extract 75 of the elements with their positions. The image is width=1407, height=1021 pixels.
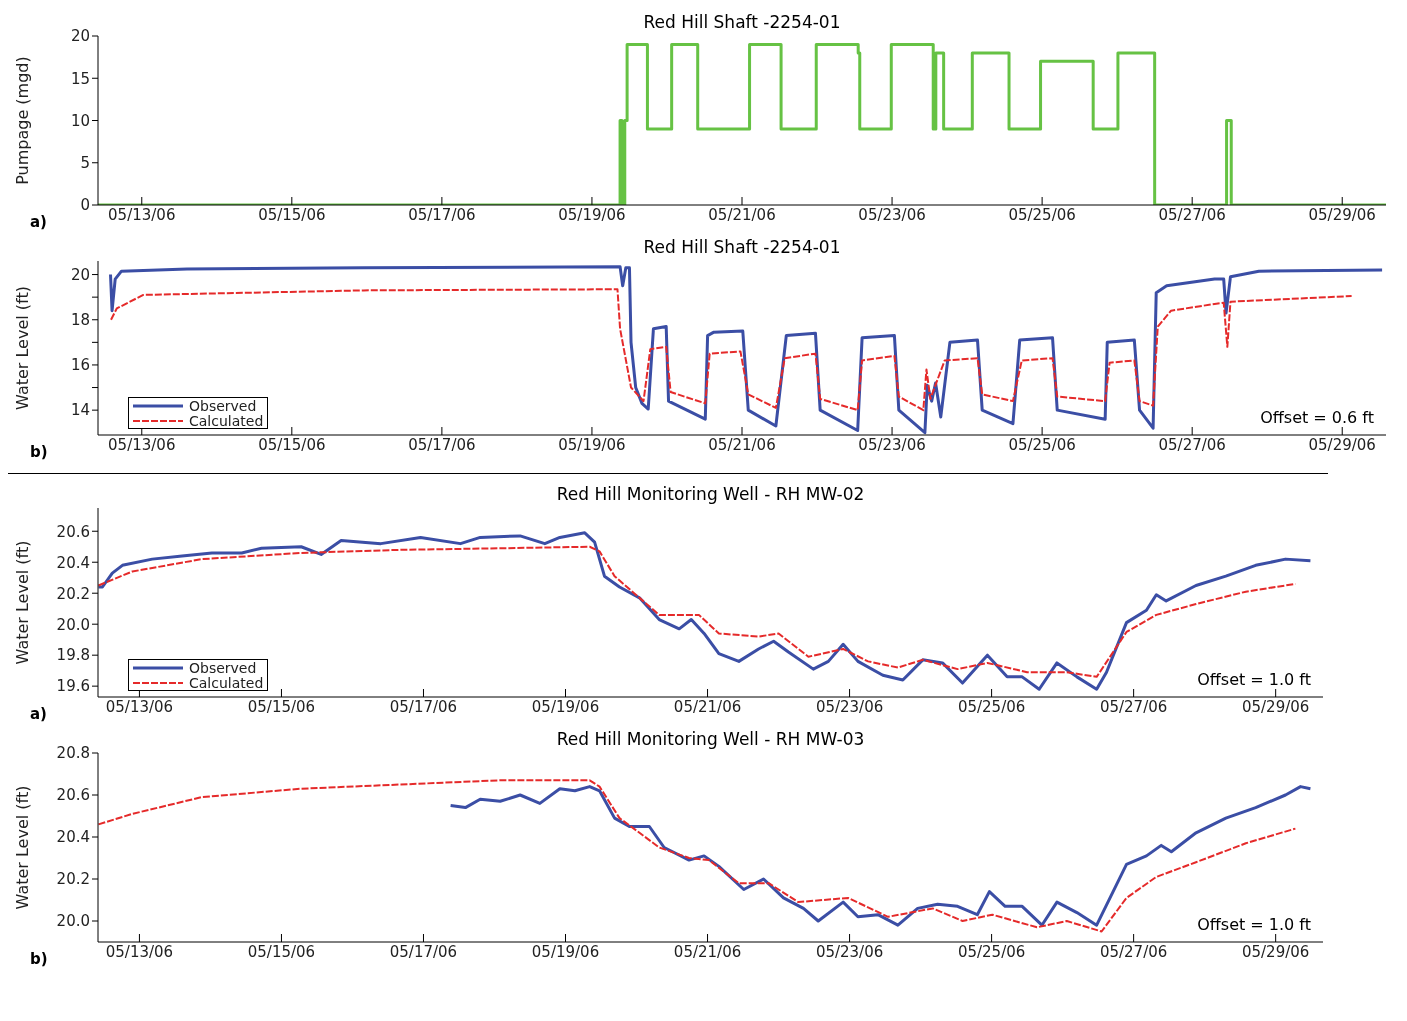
y-tick-label: 10 xyxy=(70,111,90,130)
y-tick-label: 20.4 xyxy=(56,553,90,572)
x-tick-label: 05/15/06 xyxy=(258,205,326,224)
x-tick-label: 05/25/06 xyxy=(957,942,1026,961)
x-tick-label: 05/29/06 xyxy=(1308,205,1376,224)
x-tick-label: 05/13/06 xyxy=(105,942,174,961)
y-tick-label: 15 xyxy=(70,69,90,88)
y-tick-label: 20.4 xyxy=(56,828,90,847)
x-tick-label: 05/15/06 xyxy=(258,435,326,454)
y-tick-label: 20 xyxy=(70,265,90,284)
annotation: Offset = 1.0 ft xyxy=(1197,915,1311,934)
annotation: Offset = 1.0 ft xyxy=(1197,670,1311,689)
text: a) xyxy=(30,705,47,723)
text: b) xyxy=(30,950,48,968)
x-tick-label: 05/21/06 xyxy=(708,435,776,454)
x-tick-label: 05/27/06 xyxy=(1099,697,1168,716)
x-tick-label: 05/23/06 xyxy=(815,697,884,716)
x-tick-label: 05/17/06 xyxy=(408,205,476,224)
y-tick-label: 20.0 xyxy=(56,912,90,931)
x-tick-label: 05/17/06 xyxy=(408,435,476,454)
y-tick-label: 19.8 xyxy=(56,646,90,665)
y-tick-label: 18 xyxy=(70,311,90,330)
y-axis-title: Water Level (ft) xyxy=(12,540,32,665)
annotation: Offset = 0.6 ft xyxy=(1260,408,1374,427)
y-tick-label: 20.6 xyxy=(56,786,90,805)
x-tick-label: 05/23/06 xyxy=(815,942,884,961)
text: b) xyxy=(30,443,48,461)
x-tick-label: 05/25/06 xyxy=(957,697,1026,716)
chart-title: Red Hill Monitoring Well - RH MW-03 xyxy=(555,729,866,749)
x-tick-label: 05/25/06 xyxy=(1008,435,1076,454)
y-axis-title: Water Level (ft) xyxy=(12,785,32,910)
text: a) xyxy=(30,213,47,231)
x-tick-label: 05/29/06 xyxy=(1241,942,1310,961)
x-tick-label: 05/19/06 xyxy=(558,205,626,224)
x-tick-label: 05/17/06 xyxy=(389,942,458,961)
legend-label: Calculated xyxy=(189,412,264,429)
y-tick-label: 20.6 xyxy=(56,522,90,541)
x-tick-label: 05/21/06 xyxy=(673,942,742,961)
x-tick-label: 05/21/06 xyxy=(708,205,776,224)
legend-label: Observed xyxy=(189,659,257,676)
chart-title: Red Hill Monitoring Well - RH MW-02 xyxy=(555,484,866,504)
x-tick-label: 05/21/06 xyxy=(673,697,742,716)
y-tick-label: 20.8 xyxy=(56,744,90,763)
x-tick-label: 05/15/06 xyxy=(247,697,316,716)
x-tick-label: 05/29/06 xyxy=(1308,435,1376,454)
y-axis-title: Pumpage (mgd) xyxy=(12,56,32,185)
x-tick-label: 05/29/06 xyxy=(1241,697,1310,716)
x-tick-label: 05/23/06 xyxy=(858,205,926,224)
legend-label: Calculated xyxy=(189,674,264,691)
x-tick-label: 05/13/06 xyxy=(105,697,174,716)
chart-title: Red Hill Shaft -2254-01 xyxy=(642,237,842,257)
x-tick-label: 05/27/06 xyxy=(1158,205,1226,224)
x-tick-label: 05/13/06 xyxy=(108,435,176,454)
x-tick-label: 05/13/06 xyxy=(108,205,176,224)
y-tick-label: 16 xyxy=(70,356,90,375)
y-tick-label: 0 xyxy=(80,196,90,215)
x-tick-label: 05/27/06 xyxy=(1158,435,1226,454)
x-tick-label: 05/23/06 xyxy=(858,435,926,454)
x-tick-label: 05/19/06 xyxy=(558,435,626,454)
y-tick-label: 20.0 xyxy=(56,615,90,634)
y-tick-label: 20.2 xyxy=(56,870,90,889)
y-tick-label: 20.2 xyxy=(56,584,90,603)
y-tick-label: 14 xyxy=(70,401,90,420)
chart-title: Red Hill Shaft -2254-01 xyxy=(642,12,842,32)
x-tick-label: 05/17/06 xyxy=(389,697,458,716)
y-axis-title: Water Level (ft) xyxy=(12,286,32,410)
x-tick-label: 05/25/06 xyxy=(1008,205,1076,224)
x-tick-label: 05/19/06 xyxy=(531,697,600,716)
legend-label: Observed xyxy=(189,397,257,414)
x-tick-label: 05/15/06 xyxy=(247,942,316,961)
y-tick-label: 20 xyxy=(70,27,90,46)
y-tick-label: 5 xyxy=(80,154,90,173)
y-tick-label: 19.6 xyxy=(56,677,90,696)
x-tick-label: 05/19/06 xyxy=(531,942,600,961)
x-tick-label: 05/27/06 xyxy=(1099,942,1168,961)
